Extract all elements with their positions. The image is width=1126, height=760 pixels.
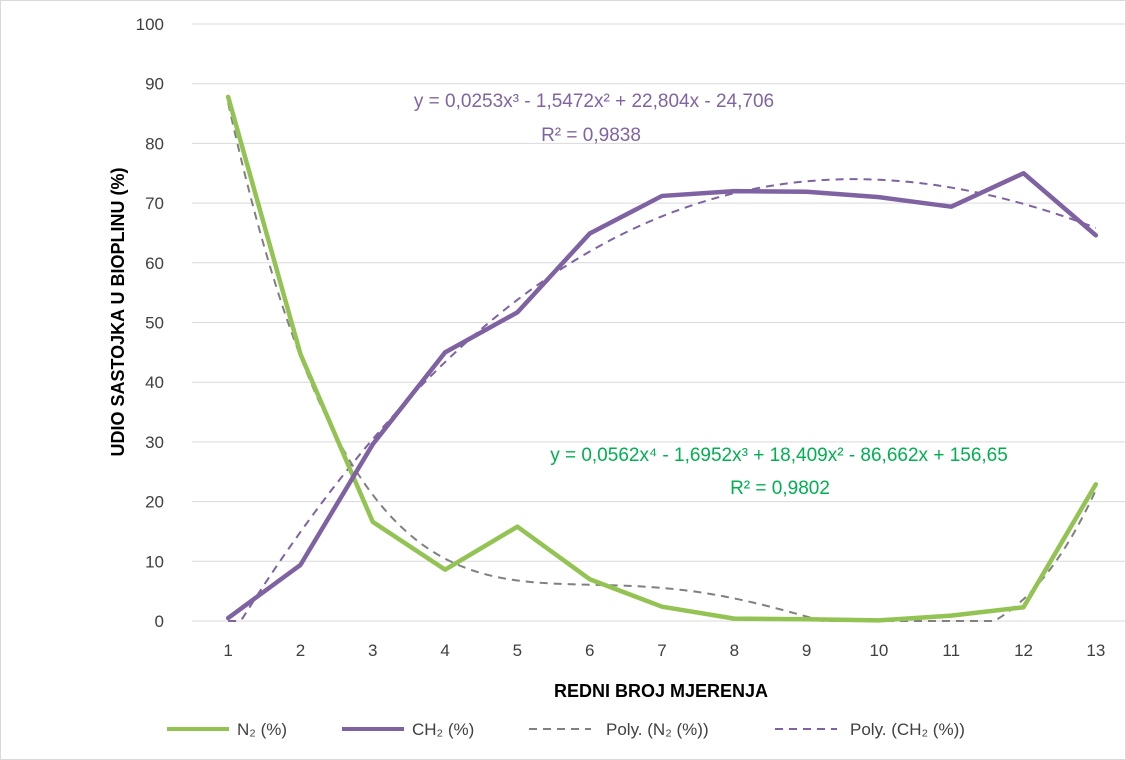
n2-trend-r2: R² = 0,9802	[730, 478, 830, 499]
x-tick-label: 3	[368, 641, 377, 660]
x-tick-label: 10	[869, 641, 888, 660]
trendlines	[227, 102, 1097, 622]
y-tick-label: 10	[145, 552, 164, 571]
y-tick-label: 30	[145, 433, 164, 452]
ch2-trendline	[228, 178, 1097, 622]
x-tick-label: 4	[440, 641, 449, 660]
x-tick-label: 11	[942, 641, 960, 660]
x-tick-label: 1	[223, 641, 232, 660]
y-tick-label: 70	[145, 194, 164, 213]
y-tick-label: 60	[145, 254, 164, 273]
legend: N₂ (%) CH₂ (%) Poly. (N₂ (%)) Poly. (CH₂…	[167, 720, 965, 739]
y-axis-title: UDIO SASTOJKA U BIOPLINU (%)	[108, 167, 128, 456]
y-tick-label: 100	[136, 15, 164, 34]
legend-ch2-poly-label: Poly. (CH₂ (%))	[850, 720, 965, 739]
data-series	[225, 94, 1099, 623]
x-tick-label: 6	[585, 641, 594, 660]
x-tick-label: 9	[802, 641, 811, 660]
y-tick-label: 90	[145, 75, 164, 94]
x-tick-label: 8	[730, 641, 739, 660]
y-tick-label: 50	[145, 314, 164, 333]
legend-n2-poly-label: Poly. (N₂ (%))	[606, 720, 709, 739]
x-tick-label: 5	[513, 641, 522, 660]
ch2-trend-r2: R² = 0,9838	[541, 125, 641, 146]
y-tick-label: 40	[145, 373, 164, 392]
x-tick-label: 12	[1014, 641, 1033, 660]
n2-trendline	[227, 102, 1097, 622]
x-tick-label: 7	[657, 641, 666, 660]
y-tick-label: 20	[145, 493, 164, 512]
y-tick-label: 0	[155, 612, 164, 631]
x-tick-label: 13	[1086, 641, 1105, 660]
legend-ch2-label: CH₂ (%)	[412, 720, 474, 739]
legend-n2-label: N₂ (%)	[237, 720, 287, 739]
y-tick-label: 80	[145, 134, 164, 153]
ch2-trend-equation: y = 0,0253x³ - 1,5472x² + 22,804x - 24,7…	[414, 91, 774, 112]
x-axis-title: REDNI BROJ MJERENJA	[554, 681, 768, 701]
n2-trend-equation: y = 0,0562x⁴ - 1,6952x³ + 18,409x² - 86,…	[550, 445, 1008, 466]
x-tick-label: 2	[296, 641, 305, 660]
